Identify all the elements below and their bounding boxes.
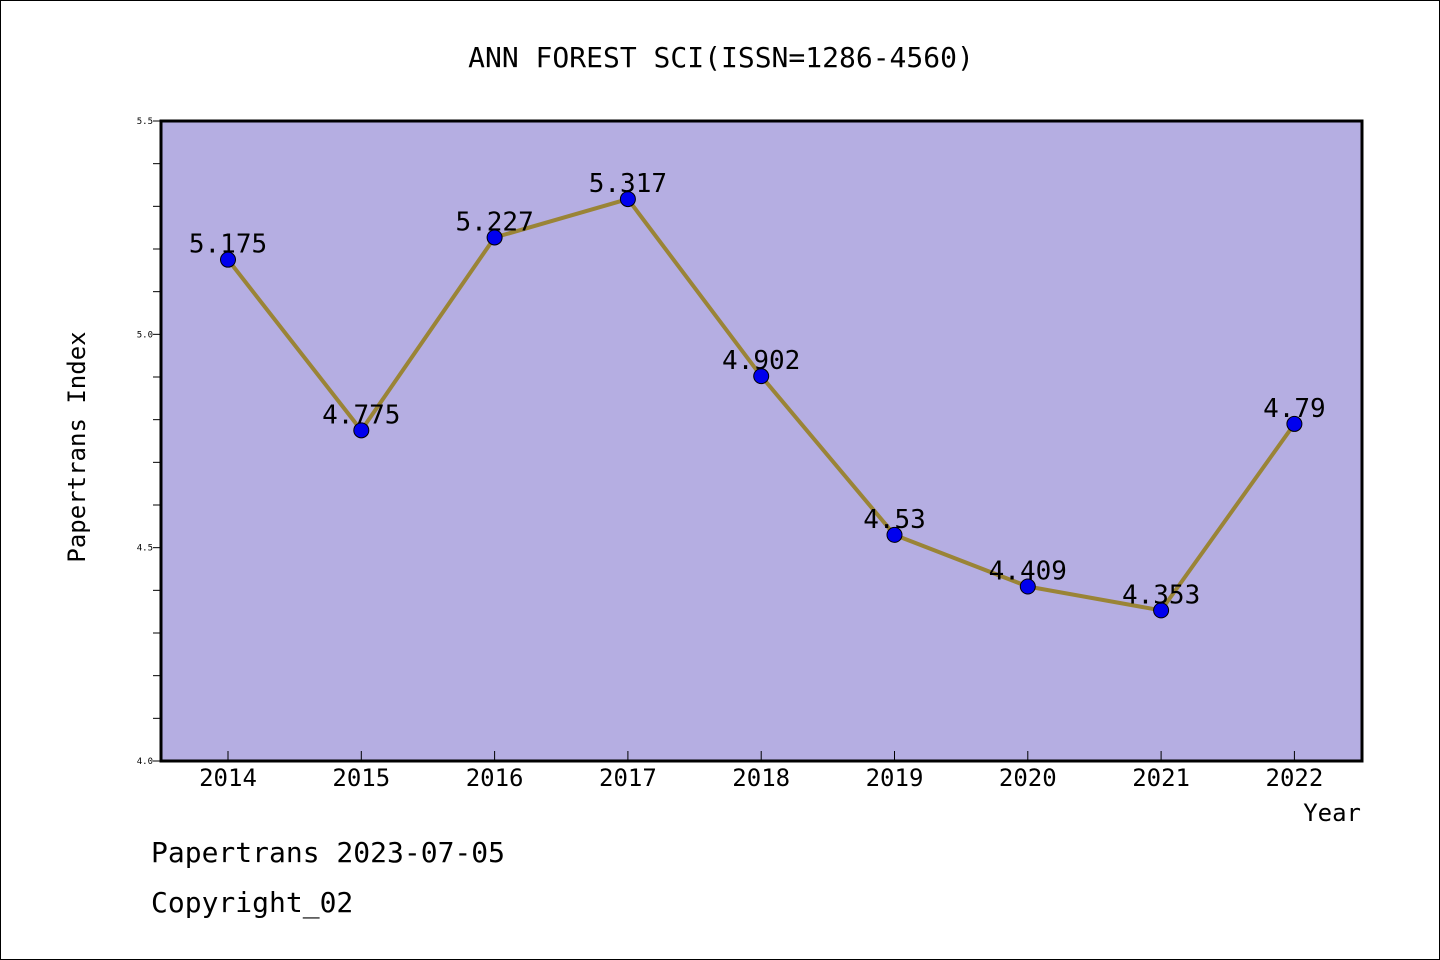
x-tick-label: 2015 bbox=[332, 764, 390, 792]
footer-date: Papertrans 2023-07-05 bbox=[151, 836, 506, 869]
x-tick-label: 2022 bbox=[1266, 764, 1324, 792]
x-tick-label: 2018 bbox=[732, 764, 790, 792]
data-label: 4.353 bbox=[1122, 580, 1200, 610]
x-tick-label: 2017 bbox=[599, 764, 657, 792]
x-axis-label: Year bbox=[1303, 799, 1361, 827]
data-point bbox=[486, 229, 503, 246]
data-label: 4.53 bbox=[863, 505, 926, 535]
data-point bbox=[1286, 415, 1303, 432]
footer-copyright: Copyright_02 bbox=[151, 886, 354, 919]
x-tick-label: 2019 bbox=[866, 764, 924, 792]
x-tick-label: 2020 bbox=[999, 764, 1057, 792]
y-tick-label: 4.5 bbox=[137, 544, 153, 554]
data-label: 5.175 bbox=[189, 230, 267, 260]
data-label: 5.227 bbox=[455, 207, 533, 237]
data-label: 4.409 bbox=[989, 556, 1067, 586]
y-axis: 4.0 4.5 5.0 5.5 bbox=[137, 117, 161, 767]
y-tick-label: 4.0 bbox=[137, 757, 153, 767]
x-tick-label: 2016 bbox=[466, 764, 524, 792]
x-tick-label: 2014 bbox=[199, 764, 257, 792]
x-tick-label: 2021 bbox=[1132, 764, 1190, 792]
data-point bbox=[1153, 602, 1170, 619]
series-group: 5.175 4.775 5.227 5.317 4.902 4.53 4.409 4.353 4… bbox=[189, 169, 1326, 619]
data-label: 4.79 bbox=[1263, 394, 1326, 424]
data-point bbox=[886, 526, 903, 543]
chart-title: ANN FOREST SCI(ISSN=1286-4560) bbox=[468, 41, 974, 74]
data-point bbox=[753, 368, 770, 385]
y-tick-label: 5.5 bbox=[137, 117, 153, 127]
plot-area bbox=[159, 119, 1364, 763]
x-axis: 2014 2015 2016 2017 2018 2019 2020 2021 2022 bbox=[199, 751, 1323, 792]
data-label: 5.317 bbox=[589, 169, 667, 199]
data-point bbox=[619, 191, 636, 208]
data-label: 4.902 bbox=[722, 346, 800, 376]
data-point bbox=[220, 251, 236, 268]
data-point bbox=[1019, 578, 1036, 595]
data-label: 4.775 bbox=[322, 400, 400, 430]
y-tick-label: 5.0 bbox=[137, 330, 153, 340]
data-point bbox=[353, 422, 370, 439]
y-axis-label: Papertrans Index bbox=[63, 331, 91, 562]
